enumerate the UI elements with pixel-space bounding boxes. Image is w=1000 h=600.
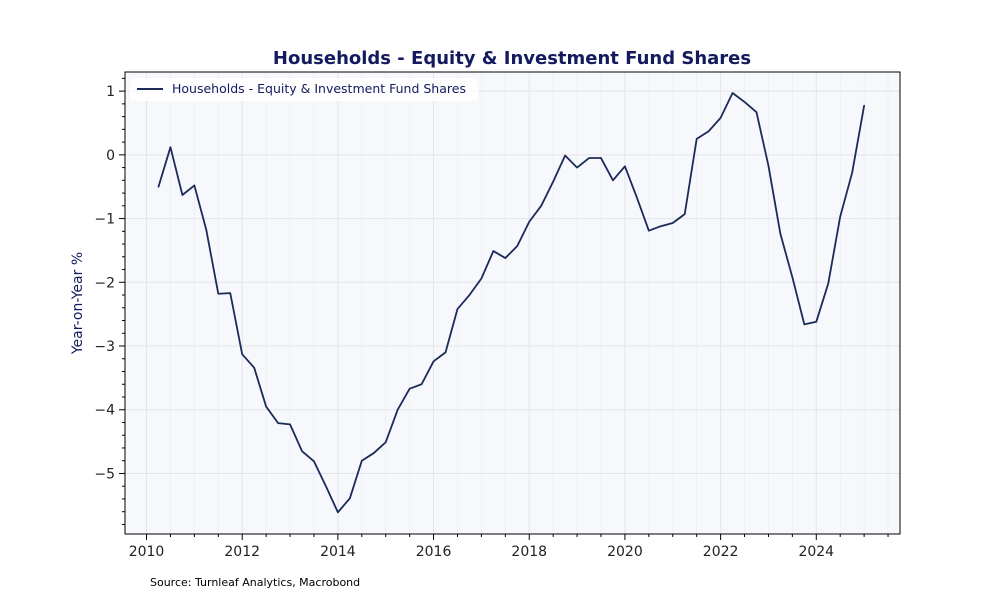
x-tick-label: 2024 xyxy=(798,544,834,560)
series-lines xyxy=(157,92,866,514)
legend-entry-label: Households - Equity & Investment Fund Sh… xyxy=(172,81,466,96)
y-tick-label: −3 xyxy=(94,339,115,355)
y-tick-label: 0 xyxy=(106,148,115,164)
legend-box xyxy=(130,78,478,101)
x-tick-label: 2016 xyxy=(416,544,452,560)
grid-lines xyxy=(125,72,900,534)
x-tick-label: 2010 xyxy=(129,544,165,560)
x-tick-label: 2012 xyxy=(224,544,260,560)
plot-area xyxy=(125,72,900,534)
y-tick-label: −1 xyxy=(94,212,115,228)
x-tick-label: 2022 xyxy=(703,544,739,560)
x-tick-label: 2014 xyxy=(320,544,356,560)
plot-frame xyxy=(124,71,901,535)
series-line xyxy=(157,92,866,514)
y-axis: 1 0 −1 −2 −3 −4 −5 xyxy=(94,77,125,525)
y-tick-label: −2 xyxy=(94,275,115,291)
y-tick-label: −5 xyxy=(94,466,115,482)
y-tick-label: −4 xyxy=(94,403,115,419)
chart-title: Households - Equity & Investment Fund Sh… xyxy=(273,48,751,69)
x-tick-label: 2020 xyxy=(607,544,643,560)
y-axis-label: Year-on-Year % xyxy=(70,252,86,355)
legend: Households - Equity & Investment Fund Sh… xyxy=(130,78,478,101)
source-note: Source: Turnleaf Analytics, Macrobond xyxy=(150,576,360,589)
y-tick-label: 1 xyxy=(106,84,115,100)
x-tick-label: 2018 xyxy=(511,544,547,560)
x-axis: 2010 2012 2014 2016 2018 2020 2022 2024 xyxy=(129,534,889,560)
